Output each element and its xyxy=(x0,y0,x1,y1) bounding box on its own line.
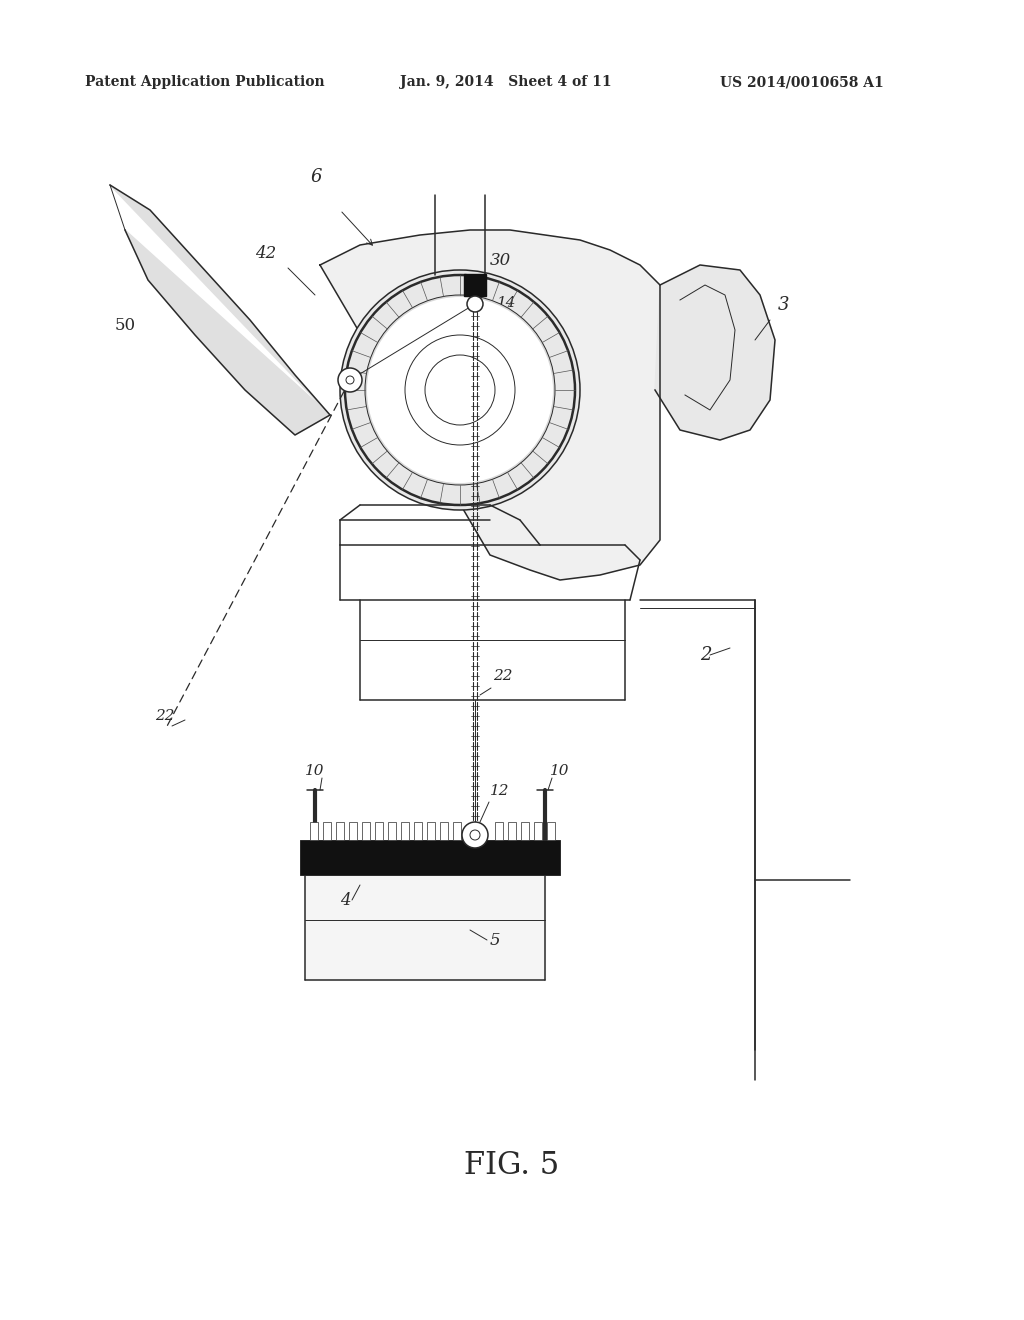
Bar xyxy=(508,822,516,840)
Text: 22: 22 xyxy=(493,669,512,682)
Bar xyxy=(362,822,370,840)
Circle shape xyxy=(340,271,580,510)
Text: US 2014/0010658 A1: US 2014/0010658 A1 xyxy=(720,75,884,88)
Bar xyxy=(534,822,542,840)
Text: Jan. 9, 2014   Sheet 4 of 11: Jan. 9, 2014 Sheet 4 of 11 xyxy=(400,75,611,88)
Polygon shape xyxy=(110,185,330,436)
Circle shape xyxy=(467,296,483,312)
Bar xyxy=(521,822,529,840)
Bar xyxy=(464,275,486,296)
Circle shape xyxy=(367,297,553,483)
Bar xyxy=(323,822,331,840)
Text: 16: 16 xyxy=(440,449,460,463)
Circle shape xyxy=(346,376,354,384)
Circle shape xyxy=(338,368,362,392)
Bar xyxy=(336,822,344,840)
Text: 6: 6 xyxy=(310,168,322,186)
Polygon shape xyxy=(305,870,545,979)
Bar xyxy=(300,840,560,875)
Circle shape xyxy=(365,294,555,484)
Bar xyxy=(401,822,409,840)
Text: 3: 3 xyxy=(778,296,790,314)
Text: 5: 5 xyxy=(490,932,501,949)
Text: 2: 2 xyxy=(700,645,712,664)
Text: 4: 4 xyxy=(340,892,350,909)
Text: 14: 14 xyxy=(497,296,516,310)
Bar xyxy=(388,822,396,840)
Bar xyxy=(427,822,435,840)
Bar xyxy=(414,822,422,840)
Circle shape xyxy=(462,822,488,847)
Text: 30: 30 xyxy=(490,252,511,269)
Bar xyxy=(453,822,461,840)
Polygon shape xyxy=(655,265,775,440)
Text: 12: 12 xyxy=(490,784,510,799)
Bar xyxy=(310,822,318,840)
Bar xyxy=(375,822,383,840)
Bar xyxy=(440,822,449,840)
Text: 10: 10 xyxy=(305,764,325,777)
Bar xyxy=(547,822,555,840)
Bar xyxy=(495,822,503,840)
Text: Patent Application Publication: Patent Application Publication xyxy=(85,75,325,88)
Text: 42: 42 xyxy=(255,246,276,261)
Polygon shape xyxy=(319,230,660,579)
Text: 50: 50 xyxy=(115,317,136,334)
Text: 10: 10 xyxy=(550,764,569,777)
Text: 22: 22 xyxy=(155,709,174,723)
Circle shape xyxy=(470,830,480,840)
Text: FIG. 5: FIG. 5 xyxy=(464,1150,560,1180)
Bar xyxy=(349,822,357,840)
